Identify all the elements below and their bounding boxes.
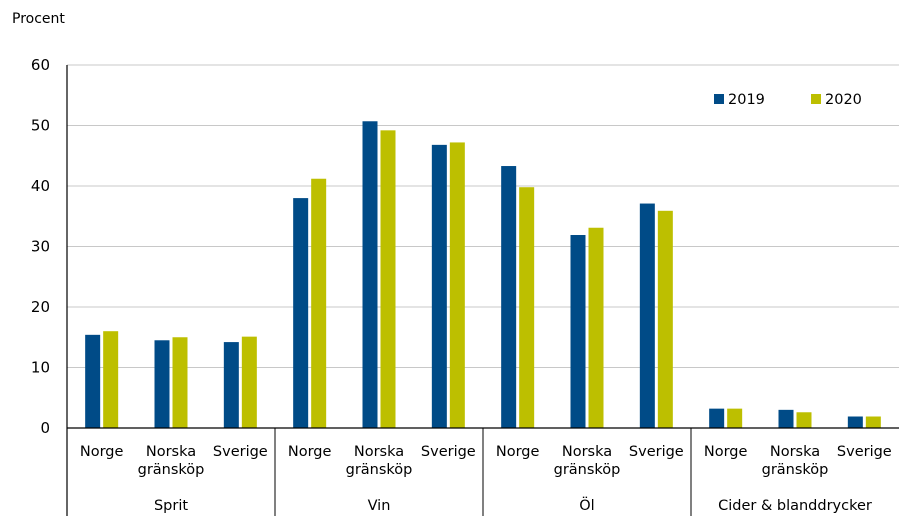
category-label: Sverige [629,444,684,460]
bar-2019 [154,340,170,428]
y-tick-label: 60 [31,56,50,74]
category-label: Sverige [837,444,892,460]
group-label: Sprit [154,498,188,514]
bar-2020 [588,227,604,428]
bar-2020 [657,210,673,428]
bar-2020 [172,337,188,428]
legend-swatch [714,94,724,104]
y-tick-label: 50 [31,117,50,135]
y-tick-label: 10 [31,359,50,377]
bar-2020 [103,331,119,428]
bar-2019 [293,198,309,428]
legend-swatch [811,94,821,104]
category-label: Norge [80,444,124,460]
category-label: gränsköp [346,462,413,478]
category-label: Norska [770,444,820,460]
bar-2019 [847,416,863,428]
y-tick-label: 0 [40,419,50,437]
gridlines [67,64,899,368]
bar-2019 [362,121,378,428]
axes [66,65,899,516]
bar-2019 [85,334,101,428]
bar-2019 [778,409,794,428]
bar-2019 [223,342,239,428]
category-label: gränsköp [554,462,621,478]
category-label: Norska [562,444,612,460]
bar-2020 [449,142,465,428]
bar-2019 [501,166,517,428]
group-label: Vin [368,498,391,514]
category-label: Norska [354,444,404,460]
bar-2019 [709,408,725,428]
bar-2020 [865,416,881,428]
bar-2020 [311,178,327,428]
bar-2020 [796,412,812,428]
bar-2020 [380,130,396,428]
y-tick-labels: 0 10 20 30 40 50 60 [31,56,50,437]
legend-label: 2019 [728,92,765,108]
bar-2020 [519,187,535,428]
bar-2019 [639,203,655,428]
category-label: gränsköp [762,462,829,478]
bar-2019 [431,144,447,429]
category-label: Norge [704,444,748,460]
y-tick-label: 20 [31,298,50,316]
category-label: Sverige [421,444,476,460]
category-label: Norska [146,444,196,460]
legend-label: 2020 [825,92,862,108]
bar-2020 [241,336,257,428]
bar-2019 [570,235,586,428]
group-label: Öl [579,496,594,514]
y-axis-label: Procent [12,11,65,27]
legend: 2019 2020 [714,92,862,108]
y-tick-label: 40 [31,177,50,195]
group-label: Cider & blanddrycker [718,498,872,514]
category-label: gränsköp [138,462,205,478]
bars [85,121,881,429]
category-label: Norge [496,444,540,460]
category-label: Norge [288,444,332,460]
category-labels: Norge Norska gränsköp Sverige Sprit Norge Nors… [80,444,892,514]
category-label: Sverige [213,444,268,460]
bar-2020 [727,408,743,428]
y-tick-label: 30 [31,238,50,256]
